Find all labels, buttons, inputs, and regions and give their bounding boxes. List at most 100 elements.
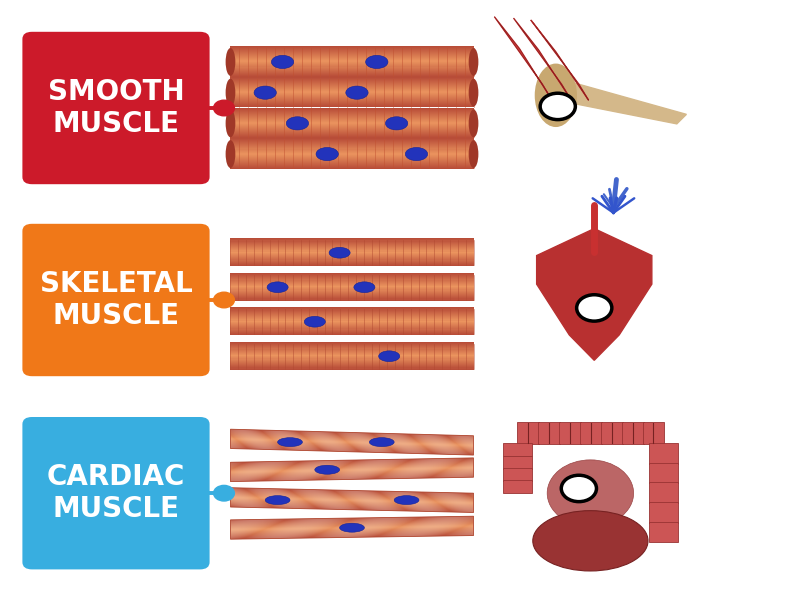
Bar	[230, 103, 474, 104]
Polygon shape	[230, 475, 474, 479]
Bar	[230, 361, 474, 362]
Bar	[230, 82, 474, 83]
Polygon shape	[230, 505, 474, 512]
Polygon shape	[230, 431, 474, 439]
Polygon shape	[230, 459, 474, 464]
Bar	[230, 120, 474, 121]
Ellipse shape	[346, 86, 368, 99]
Bar	[230, 59, 474, 61]
Bar	[230, 94, 474, 95]
Bar	[230, 110, 474, 112]
Circle shape	[214, 100, 234, 116]
Polygon shape	[230, 460, 474, 465]
Polygon shape	[230, 463, 474, 468]
Ellipse shape	[329, 247, 350, 258]
Polygon shape	[230, 517, 474, 522]
FancyBboxPatch shape	[22, 224, 210, 376]
Bar	[230, 244, 474, 245]
Ellipse shape	[534, 64, 577, 127]
Bar	[230, 344, 474, 345]
Bar	[230, 272, 474, 274]
Polygon shape	[514, 18, 571, 100]
Polygon shape	[230, 488, 474, 494]
Bar	[230, 248, 474, 250]
Bar	[230, 112, 474, 113]
FancyBboxPatch shape	[22, 417, 210, 569]
Circle shape	[214, 485, 234, 501]
Bar	[230, 277, 474, 278]
Bar	[230, 136, 474, 137]
Bar	[230, 114, 474, 115]
Ellipse shape	[394, 496, 419, 505]
Bar	[622, 422, 643, 444]
Polygon shape	[230, 440, 474, 448]
Bar	[230, 107, 474, 109]
Bar	[502, 455, 532, 469]
Bar	[230, 334, 474, 335]
Bar	[230, 98, 474, 99]
Bar	[502, 480, 532, 493]
Bar	[230, 314, 474, 315]
Bar	[230, 123, 474, 124]
Ellipse shape	[304, 316, 326, 327]
Bar	[230, 68, 474, 70]
Bar	[230, 67, 474, 68]
Bar	[230, 118, 474, 119]
Bar	[230, 276, 474, 277]
Bar	[230, 239, 474, 241]
Polygon shape	[230, 473, 474, 479]
Polygon shape	[230, 458, 474, 463]
Bar	[230, 164, 474, 166]
Ellipse shape	[533, 511, 648, 571]
Ellipse shape	[469, 79, 478, 107]
Bar	[230, 115, 474, 116]
Polygon shape	[230, 527, 474, 532]
Bar	[230, 128, 474, 129]
Bar	[230, 353, 474, 354]
Bar	[230, 122, 474, 123]
Bar	[230, 329, 474, 331]
Bar	[230, 349, 474, 350]
Bar	[230, 166, 474, 167]
Bar	[230, 283, 474, 284]
Bar	[518, 422, 539, 444]
Polygon shape	[531, 20, 589, 100]
Ellipse shape	[339, 523, 364, 532]
Text: CARDIAC
MUSCLE: CARDIAC MUSCLE	[47, 463, 185, 523]
Bar	[230, 105, 474, 106]
Bar	[230, 132, 474, 133]
Polygon shape	[230, 528, 474, 532]
Bar	[230, 124, 474, 125]
Bar	[230, 160, 474, 161]
Bar	[230, 246, 474, 247]
Bar	[230, 143, 474, 145]
Polygon shape	[230, 437, 474, 445]
Bar	[230, 116, 474, 117]
Polygon shape	[230, 470, 474, 476]
Polygon shape	[230, 520, 474, 524]
Bar	[230, 316, 474, 317]
Polygon shape	[230, 524, 474, 529]
Bar	[230, 265, 474, 266]
Bar	[230, 74, 474, 76]
Ellipse shape	[278, 437, 302, 446]
Polygon shape	[230, 491, 474, 498]
Bar	[230, 328, 474, 329]
Bar	[230, 290, 474, 292]
Polygon shape	[230, 475, 474, 481]
Bar	[230, 140, 474, 142]
Bar	[230, 317, 474, 319]
Bar	[230, 149, 474, 151]
Polygon shape	[230, 526, 474, 530]
Bar	[230, 349, 474, 350]
Polygon shape	[230, 472, 474, 478]
Polygon shape	[230, 464, 474, 470]
Bar	[230, 333, 474, 334]
Bar	[230, 125, 474, 126]
Polygon shape	[230, 467, 474, 473]
Polygon shape	[230, 472, 474, 477]
Bar	[230, 86, 474, 87]
Bar	[649, 522, 678, 542]
Bar	[230, 100, 474, 101]
Bar	[230, 347, 474, 349]
